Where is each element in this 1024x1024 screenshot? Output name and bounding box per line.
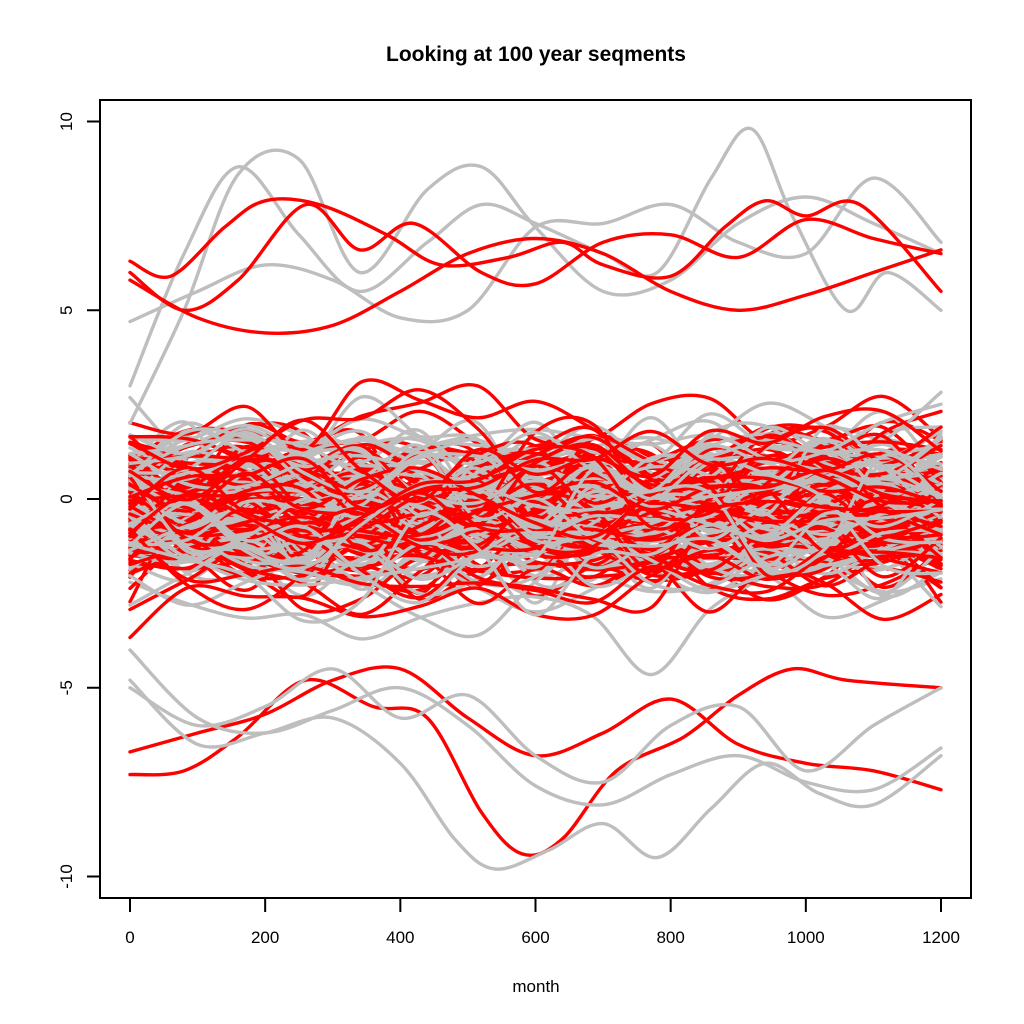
y-tick-label: -5 bbox=[57, 680, 76, 695]
y-axis: -10 -5 0 5 10 bbox=[57, 112, 100, 889]
red-series-line bbox=[128, 197, 943, 294]
red-series-line bbox=[128, 665, 943, 792]
x-tick-label: 0 bbox=[125, 928, 134, 947]
red-series-line bbox=[128, 482, 943, 579]
red-series-line bbox=[128, 515, 943, 617]
red-series-line bbox=[128, 445, 943, 546]
series-layer bbox=[128, 126, 943, 871]
gray-series-line bbox=[128, 678, 943, 871]
gray-series-line bbox=[128, 508, 943, 624]
red-series-line bbox=[128, 202, 943, 313]
gray-series-line bbox=[128, 648, 943, 807]
red-series-line bbox=[128, 666, 943, 858]
x-axis-label: month bbox=[512, 977, 559, 996]
gray-series-line bbox=[128, 476, 943, 565]
gray-series-line bbox=[128, 468, 943, 554]
red-series-line bbox=[128, 429, 943, 511]
gray-series-line bbox=[128, 424, 943, 521]
x-tick-label: 1200 bbox=[922, 928, 960, 947]
red-series-line bbox=[128, 528, 943, 605]
x-tick-label: 200 bbox=[251, 928, 279, 947]
gray-series-line bbox=[128, 457, 943, 605]
x-tick-label: 800 bbox=[656, 928, 684, 947]
gray-series-line bbox=[128, 436, 943, 564]
gray-series-line bbox=[128, 176, 943, 324]
x-tick-label: 1000 bbox=[787, 928, 825, 947]
red-series-line bbox=[128, 236, 943, 335]
x-tick-label: 600 bbox=[521, 928, 549, 947]
gray-series-line bbox=[128, 492, 943, 581]
y-tick-label: -10 bbox=[57, 864, 76, 889]
gray-series-line bbox=[128, 126, 943, 388]
gray-series-line bbox=[128, 667, 943, 785]
gray-series-line bbox=[128, 492, 943, 592]
red-series-line bbox=[128, 407, 943, 503]
gray-series-line bbox=[128, 148, 943, 426]
red-series-line bbox=[128, 473, 943, 561]
y-tick-label: 5 bbox=[57, 306, 76, 315]
gray-series-line bbox=[128, 482, 943, 585]
red-series-line bbox=[128, 465, 943, 536]
y-tick-label: 10 bbox=[57, 112, 76, 131]
x-axis: 0 200 400 600 800 1000 1200 bbox=[125, 899, 960, 947]
y-tick-label: 0 bbox=[57, 494, 76, 503]
gray-series-line bbox=[128, 453, 943, 574]
x-tick-label: 400 bbox=[386, 928, 414, 947]
chart-title: Looking at 100 year seqments bbox=[386, 43, 686, 66]
